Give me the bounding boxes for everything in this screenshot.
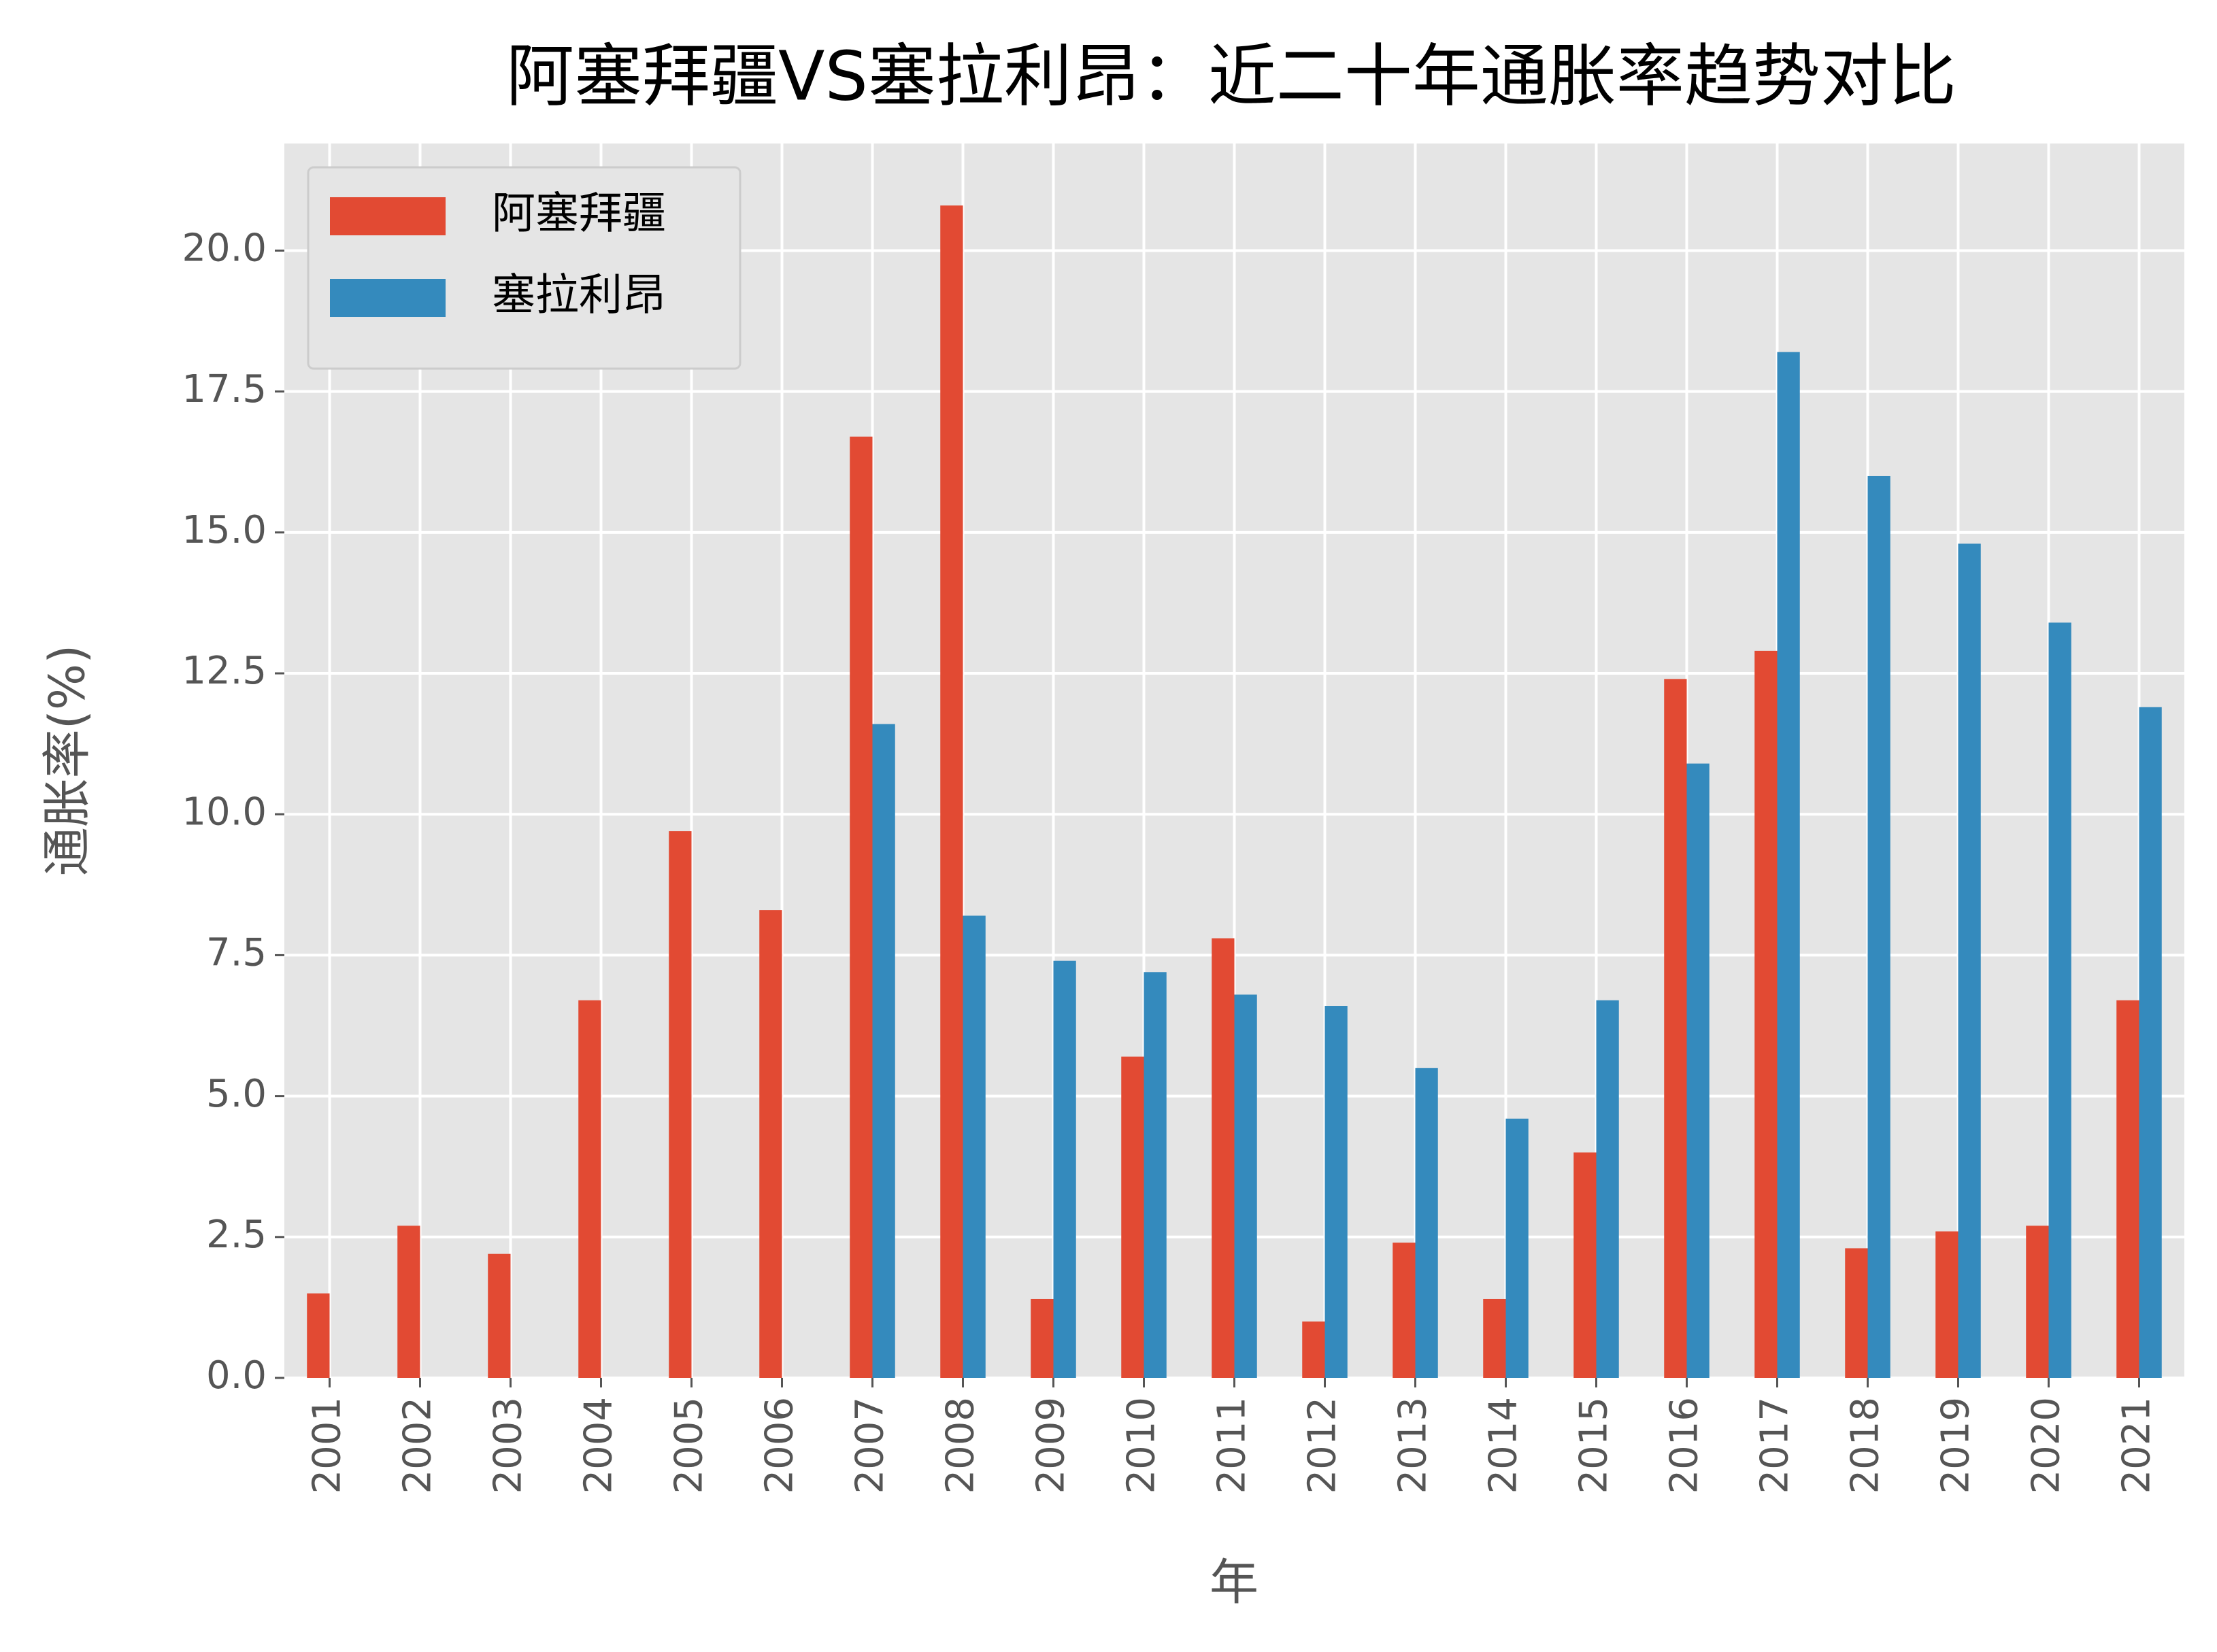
x-tick-label: 2003 [486, 1397, 531, 1494]
bar [963, 915, 986, 1378]
bar [1031, 1298, 1054, 1378]
x-tick-label: 2002 [396, 1397, 440, 1494]
x-tick-label: 2020 [2024, 1397, 2069, 1494]
bar [1958, 543, 1981, 1378]
bar [397, 1226, 420, 1378]
x-tick-label: 2001 [305, 1397, 350, 1494]
y-tick-label: 7.5 [206, 931, 267, 975]
x-tick-label: 2010 [1120, 1397, 1164, 1494]
chart-title: 阿塞拜疆VS塞拉利昂：近二十年通胀率趋势对比 [506, 36, 1956, 116]
legend-swatch [330, 197, 446, 235]
bar [759, 910, 782, 1378]
bar [1845, 1248, 1868, 1378]
bar [488, 1253, 511, 1378]
x-tick-label: 2009 [1029, 1397, 1073, 1494]
y-tick-label: 15.0 [182, 508, 267, 552]
x-tick-label: 2019 [1934, 1397, 1978, 1494]
x-tick-label: 2018 [1844, 1397, 1888, 1494]
bar [1505, 1118, 1529, 1378]
y-tick-label: 0.0 [206, 1353, 267, 1398]
x-tick-label: 2006 [758, 1397, 802, 1494]
bar [1867, 475, 1890, 1378]
x-tick-label: 2012 [1301, 1397, 1345, 1494]
bar [1393, 1243, 1416, 1378]
bar [940, 205, 963, 1378]
y-axis-label: 通胀率(%) [39, 645, 96, 877]
x-tick-label: 2017 [1753, 1397, 1797, 1494]
legend-label: 塞拉利昂 [492, 271, 666, 321]
x-tick-label: 2016 [1663, 1397, 1707, 1494]
y-tick-label: 20.0 [182, 226, 267, 271]
bar [1053, 960, 1076, 1378]
bar [2026, 1226, 2049, 1378]
x-tick-label: 2008 [939, 1397, 983, 1494]
bar [1573, 1152, 1597, 1378]
x-tick-label: 2021 [2115, 1397, 2159, 1494]
bar [1302, 1321, 1325, 1378]
bar [1686, 763, 1710, 1378]
x-tick-label: 2011 [1210, 1397, 1254, 1494]
y-tick-label: 10.0 [182, 790, 267, 834]
x-tick-label: 2013 [1391, 1397, 1435, 1494]
bar [1664, 679, 1687, 1378]
bar [578, 1000, 601, 1378]
bar [1777, 352, 1800, 1379]
bar [1324, 1006, 1348, 1378]
y-tick-label: 2.5 [206, 1213, 267, 1257]
x-tick-label: 2007 [848, 1397, 893, 1494]
bar [1935, 1231, 1958, 1378]
bar [1754, 650, 1778, 1378]
x-tick-label: 2004 [577, 1397, 621, 1494]
bar [1121, 1056, 1144, 1378]
x-tick-label: 2014 [1482, 1397, 1526, 1494]
bar [1212, 938, 1235, 1378]
bar [850, 436, 873, 1378]
x-axis-label: 年 [1210, 1554, 1258, 1611]
legend-label: 阿塞拜疆 [492, 189, 666, 239]
bar [1234, 994, 1257, 1378]
bar [669, 831, 692, 1378]
x-tick-label: 2005 [667, 1397, 712, 1494]
bar [1144, 972, 1167, 1378]
y-tick-label: 5.0 [206, 1072, 267, 1116]
bar [1596, 1000, 1619, 1378]
bar [2116, 1000, 2139, 1378]
bar [1483, 1298, 1506, 1378]
legend-swatch [330, 279, 446, 317]
y-tick-label: 17.5 [182, 367, 267, 411]
bar [307, 1293, 330, 1378]
bar [872, 724, 895, 1378]
y-tick-label: 12.5 [182, 649, 267, 693]
bar [2139, 707, 2162, 1378]
bar [2048, 622, 2071, 1378]
bar [1415, 1068, 1438, 1378]
x-tick-label: 2015 [1572, 1397, 1616, 1494]
